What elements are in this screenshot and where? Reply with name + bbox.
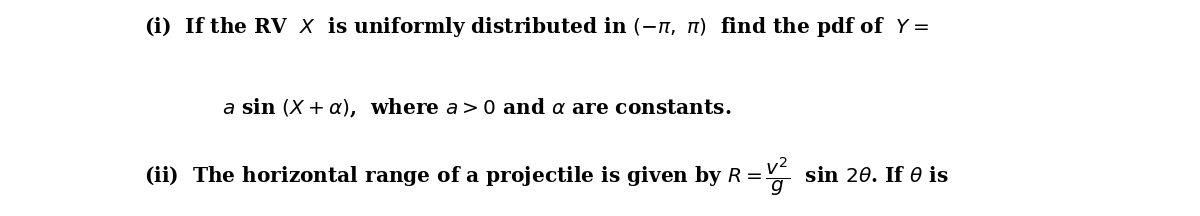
Text: $\mathit{a}$ sin $(\mathit{X} + \alpha)$,  where $\mathit{a} > 0$ and $\alpha$ a: $\mathit{a}$ sin $(\mathit{X} + \alpha)$… (222, 97, 732, 121)
Text: (ii)  The horizontal range of a projectile is given by $\mathit{R} = \dfrac{\mat: (ii) The horizontal range of a projectil… (144, 156, 949, 199)
Text: (i)  If the RV  $\mathit{X}$  is uniformly distributed in $(-\pi,\ \pi)$  find t: (i) If the RV $\mathit{X}$ is uniformly … (144, 15, 929, 39)
